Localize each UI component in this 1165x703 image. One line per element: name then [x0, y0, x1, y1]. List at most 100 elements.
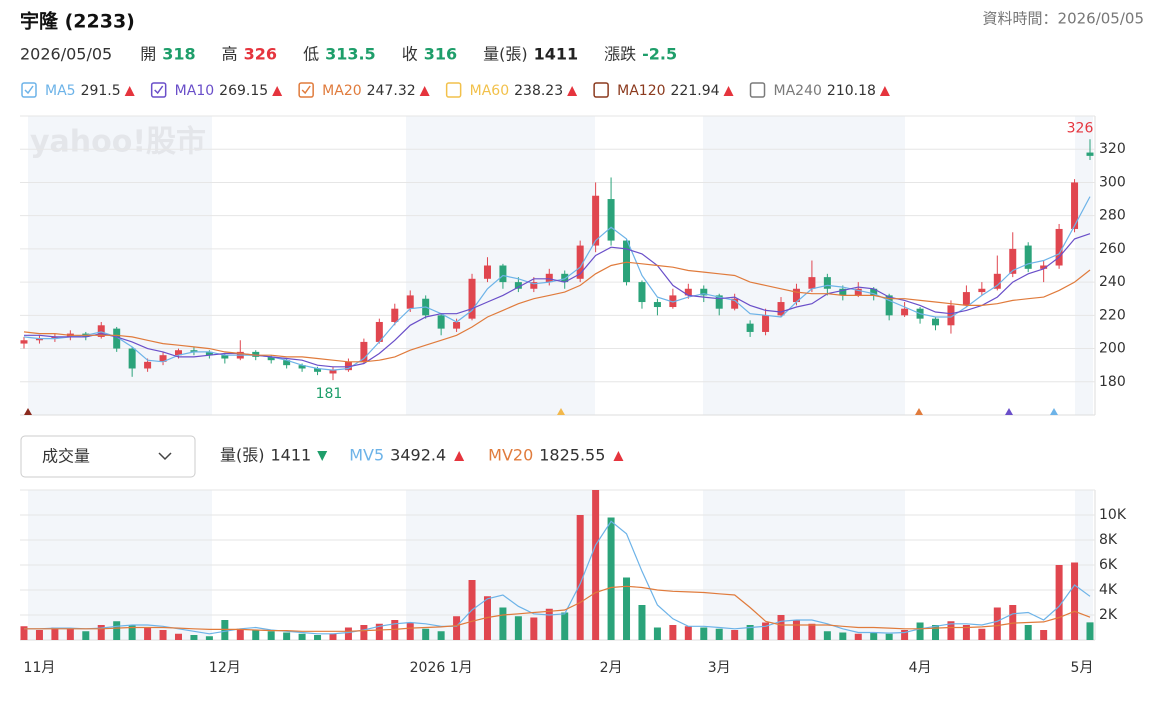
legend-name: MA20: [322, 83, 361, 99]
x-tick-label: 3月: [708, 660, 731, 676]
legend-checkbox[interactable]: [445, 82, 462, 98]
candle-body: [1071, 182, 1079, 229]
candle-body: [762, 315, 770, 332]
legend-name: MA240: [774, 83, 822, 99]
legend-checkbox[interactable]: [21, 82, 37, 98]
volume-bar: [592, 490, 600, 640]
volume-bar: [422, 628, 430, 640]
quote-label: 漲跌: [604, 45, 636, 64]
legend-checkbox[interactable]: [150, 82, 167, 98]
mv-name: MV5: [349, 446, 384, 465]
volume-bar: [375, 623, 383, 640]
legend-value: 291.5: [81, 83, 121, 99]
volume-bar: [1086, 622, 1094, 640]
volume-bar: [298, 633, 306, 640]
candle-body: [870, 288, 878, 296]
candle-body: [777, 302, 785, 316]
y-tick-label: 240: [1099, 274, 1126, 290]
candle-body: [205, 351, 213, 356]
candle-body: [823, 277, 831, 289]
x-tick-label: 4月: [909, 660, 932, 676]
y-tick-label: 200: [1099, 341, 1126, 357]
candle-body: [1086, 152, 1094, 156]
volume-plot: 2K 4K 6K 8K 10K: [20, 490, 1127, 640]
candle-body: [684, 288, 692, 296]
volume-name: 量(張): [220, 446, 265, 465]
volume-bar: [777, 615, 785, 640]
indicator-dropdown[interactable]: [20, 435, 196, 478]
volume-bar: [344, 627, 352, 640]
volume-bar: [978, 628, 986, 640]
legend-value: 269.15: [219, 83, 268, 99]
candle-body: [576, 245, 584, 279]
candle-body: [1055, 228, 1063, 266]
candle-body: [514, 282, 522, 289]
y-tick-label: 6K: [1099, 557, 1118, 573]
quote-value: 326: [244, 45, 277, 64]
candle-body: [283, 360, 291, 366]
candle-body: [808, 277, 816, 289]
x-tick-label: 2026 1月: [410, 660, 473, 676]
candle-body: [406, 295, 414, 309]
legend-name: MA10: [175, 83, 214, 99]
legend-value: 221.94: [671, 83, 720, 99]
candle-body: [51, 336, 59, 339]
up-arrow: [613, 451, 624, 461]
legend-name: MA60: [470, 83, 509, 99]
quote-row: 2026/05/05 開 318 高 326 低 313.5 收 316 量(張) 1411 漲跌 -2…: [20, 45, 677, 64]
candle-body: [128, 348, 136, 369]
mv-line: [24, 520, 1091, 635]
y-tick-label: 180: [1099, 374, 1126, 390]
volume-bar: [746, 625, 754, 640]
volume-bar: [66, 628, 74, 640]
volume-bar: [329, 633, 337, 640]
quote-value: 318: [162, 45, 195, 64]
candle-body: [97, 325, 105, 337]
candle-body: [561, 273, 569, 283]
volume-bar: [82, 631, 90, 640]
volume-bar: [205, 636, 213, 640]
quote-label: 收: [402, 45, 418, 64]
volume-bar: [267, 631, 275, 640]
candle-body: [375, 321, 383, 342]
mv-value: 1825.55: [539, 446, 605, 465]
candle-body: [267, 356, 275, 361]
volume-bar: [1040, 630, 1048, 640]
candle-body: [453, 321, 461, 329]
candle-body: [221, 355, 229, 359]
legend-value: 247.32: [367, 83, 416, 99]
volume-bar: [144, 627, 152, 640]
volume-bar: [762, 622, 770, 640]
signal-markers: [24, 408, 1058, 415]
candle-body: [483, 265, 491, 279]
dropdown-chevron[interactable]: [158, 452, 172, 461]
dropdown-label[interactable]: 成交量: [42, 447, 90, 466]
candle-body: [592, 195, 600, 246]
volume-bar: [684, 626, 692, 640]
candle-body: [252, 351, 260, 357]
candle-body: [715, 295, 723, 309]
x-tick-label: 12月: [209, 660, 241, 676]
volume-bar: [669, 625, 677, 640]
quote-label: 低: [303, 45, 319, 64]
legend-checkbox[interactable]: [749, 82, 766, 98]
y-tick-label: 10K: [1099, 507, 1127, 523]
candle-body: [298, 365, 306, 369]
candle-body: [993, 273, 1001, 289]
volume-bar: [947, 621, 955, 640]
up-arrow: [567, 86, 578, 96]
legend-checkbox[interactable]: [593, 82, 609, 98]
candle-body: [113, 328, 121, 349]
candle-body: [159, 355, 167, 362]
up-arrow: [454, 451, 465, 461]
quote-label: 量(張): [483, 45, 528, 64]
volume-bar: [35, 630, 43, 640]
mv-line: [24, 585, 1091, 632]
low-label: 181: [316, 386, 343, 402]
x-tick-label: 2月: [600, 660, 623, 676]
volume-bar: [792, 620, 800, 640]
legend-checkbox[interactable]: [298, 82, 314, 98]
candle-body: [700, 288, 708, 296]
candle-body: [174, 350, 182, 356]
